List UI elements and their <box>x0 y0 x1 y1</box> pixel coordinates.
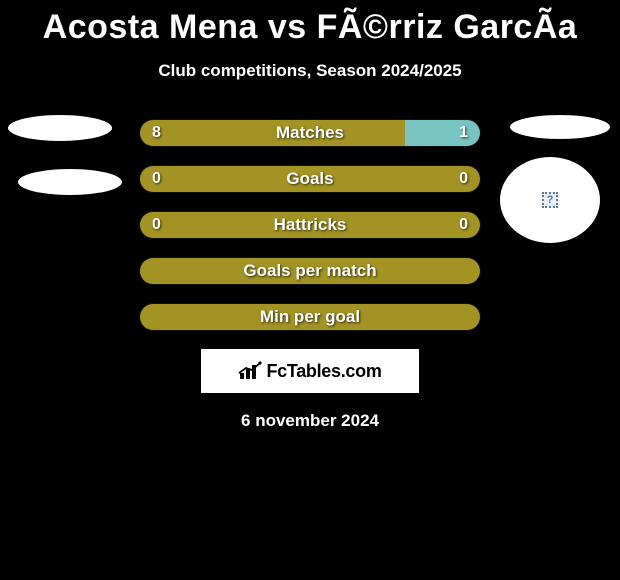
stat-bar-full <box>140 212 480 238</box>
stat-value-left: 0 <box>152 166 161 192</box>
comparison-container: ? 81Matches00Goals00HattricksGoals per m… <box>0 119 620 331</box>
stat-value-right: 0 <box>459 212 468 238</box>
stat-bar-left <box>140 120 405 146</box>
stat-bar-full <box>140 166 480 192</box>
page-subtitle: Club competitions, Season 2024/2025 <box>0 61 620 81</box>
stat-bar-full <box>140 258 480 284</box>
stat-bar-full <box>140 304 480 330</box>
brand-text: FcTables.com <box>266 361 381 382</box>
stat-value-left: 0 <box>152 212 161 238</box>
stat-value-left: 8 <box>152 120 161 146</box>
page-title: Acosta Mena vs FÃ©rriz GarcÃ­a <box>0 0 620 47</box>
player1-avatar-ellipse-1 <box>8 115 112 141</box>
stat-row: 00Goals <box>139 165 481 193</box>
stat-row: 00Hattricks <box>139 211 481 239</box>
date-text: 6 november 2024 <box>0 411 620 431</box>
stat-value-right: 1 <box>459 120 468 146</box>
placeholder-image-icon: ? <box>542 192 558 208</box>
stat-row: Min per goal <box>139 303 481 331</box>
stat-row: Goals per match <box>139 257 481 285</box>
player2-avatar-ellipse <box>510 115 610 139</box>
player1-avatar-ellipse-2 <box>18 169 122 195</box>
brand-chart-icon <box>238 361 262 381</box>
stat-row: 81Matches <box>139 119 481 147</box>
stat-value-right: 0 <box>459 166 468 192</box>
stat-bars: 81Matches00Goals00HattricksGoals per mat… <box>139 119 481 331</box>
brand-box: FcTables.com <box>201 349 419 393</box>
stat-bar-right <box>405 120 480 146</box>
player2-avatar-circle: ? <box>500 157 600 243</box>
